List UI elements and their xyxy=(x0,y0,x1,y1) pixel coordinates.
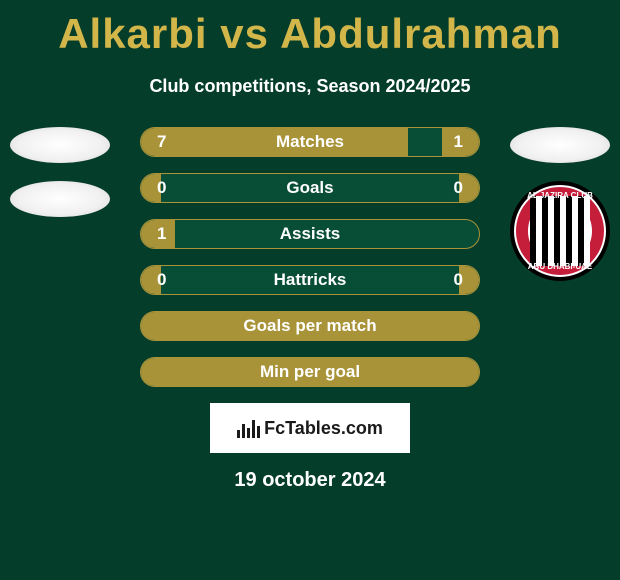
club-badge-stripes xyxy=(530,196,590,266)
player-right-avatar-placeholder xyxy=(510,127,610,163)
stat-bar: 0Hattricks0 xyxy=(140,265,480,295)
stat-bar: Goals per match xyxy=(140,311,480,341)
branding-box: FcTables.com xyxy=(210,403,410,453)
club-badge-bottom-text: ABU DHABI-UAE xyxy=(514,262,606,271)
bar-label: Goals per match xyxy=(141,316,479,336)
stat-bar: 7Matches1 xyxy=(140,127,480,157)
bar-label: Hattricks xyxy=(141,270,479,290)
club-badge: AL JAZIRA CLUB ABU DHABI-UAE xyxy=(510,181,610,281)
bar-label: Goals xyxy=(141,178,479,198)
comparison-title: Alkarbi vs Abdulrahman xyxy=(0,0,620,58)
bar-value-right: 0 xyxy=(454,270,463,290)
stats-bars: 7Matches10Goals01Assists0Hattricks0Goals… xyxy=(140,127,480,387)
content-area: AL JAZIRA CLUB ABU DHABI-UAE 7Matches10G… xyxy=(0,127,620,492)
stat-bar: Min per goal xyxy=(140,357,480,387)
comparison-date: 19 october 2024 xyxy=(0,469,620,492)
stat-bar: 0Goals0 xyxy=(140,173,480,203)
player-right-avatar-area: AL JAZIRA CLUB ABU DHABI-UAE xyxy=(510,127,610,227)
club-badge-top-text: AL JAZIRA CLUB xyxy=(514,191,606,200)
bar-label: Min per goal xyxy=(141,362,479,382)
comparison-subtitle: Club competitions, Season 2024/2025 xyxy=(0,76,620,97)
bar-value-right: 0 xyxy=(454,178,463,198)
bar-label: Matches xyxy=(141,132,479,152)
logo-bar-segment xyxy=(252,420,255,438)
logo-bar-segment xyxy=(257,426,260,438)
logo-bar-segment xyxy=(242,424,245,438)
logo-bars-icon xyxy=(237,418,260,438)
logo-bar-segment xyxy=(237,430,240,438)
bar-label: Assists xyxy=(141,224,479,244)
player-left-avatar-placeholder-2 xyxy=(10,181,110,217)
branding-logo: FcTables.com xyxy=(237,418,383,439)
bar-value-right: 1 xyxy=(454,132,463,152)
player-left-avatar-area xyxy=(10,127,110,227)
stat-bar: 1Assists xyxy=(140,219,480,249)
branding-text: FcTables.com xyxy=(264,418,383,439)
player-left-avatar-placeholder-1 xyxy=(10,127,110,163)
logo-bar-segment xyxy=(247,428,250,438)
